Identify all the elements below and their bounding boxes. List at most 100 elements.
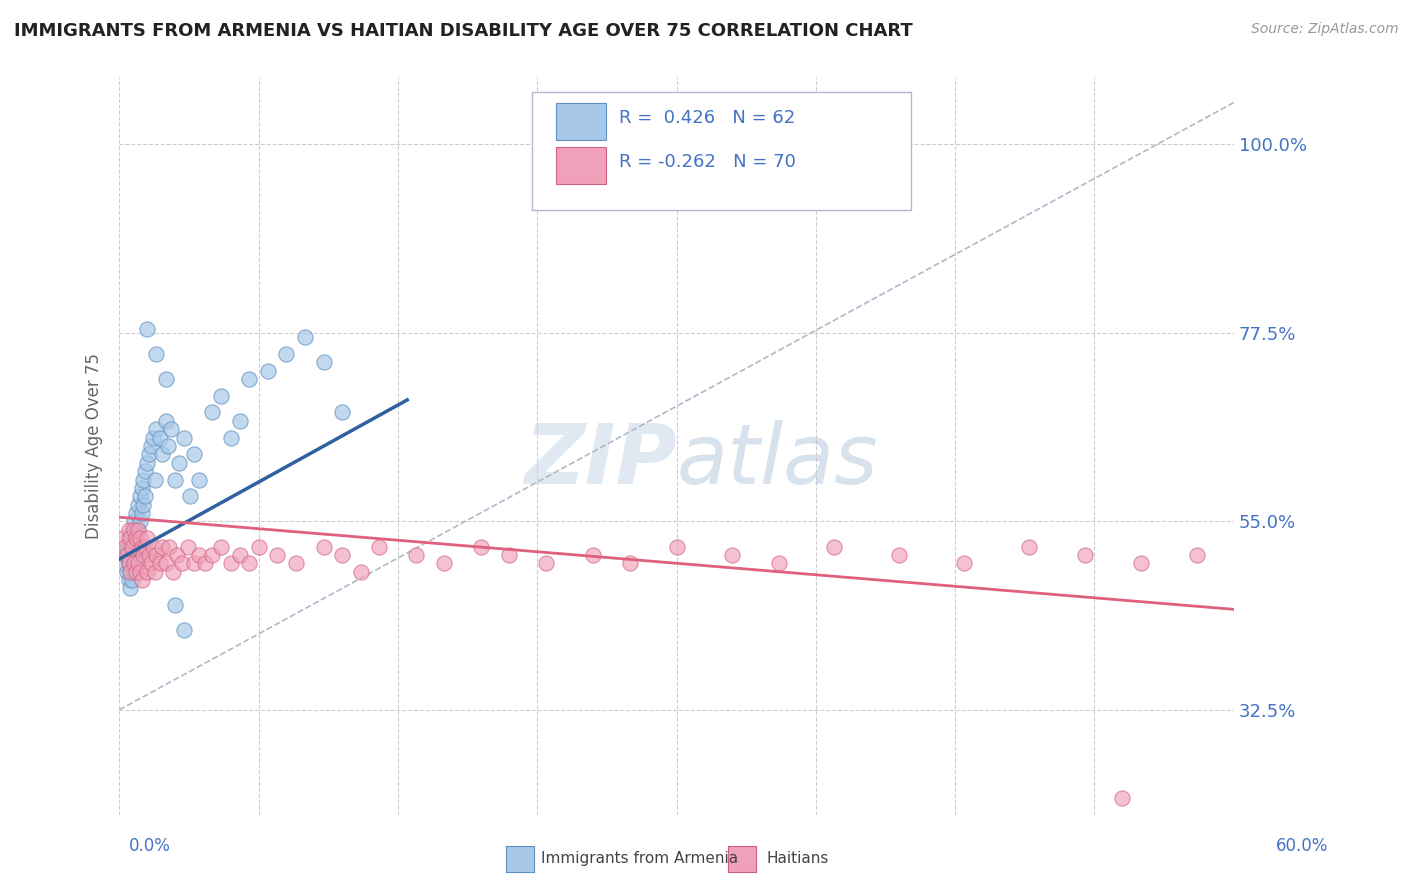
Point bbox=[122, 565, 145, 579]
Point bbox=[145, 548, 167, 562]
Point bbox=[145, 347, 167, 361]
Point bbox=[111, 556, 134, 570]
Point bbox=[1241, 540, 1264, 554]
Point bbox=[177, 540, 200, 554]
Point bbox=[183, 447, 205, 461]
Point bbox=[128, 531, 150, 545]
Point bbox=[142, 431, 165, 445]
Point bbox=[149, 556, 172, 570]
Point bbox=[665, 540, 688, 554]
Point bbox=[122, 540, 145, 554]
Point bbox=[134, 540, 156, 554]
Point bbox=[143, 565, 166, 579]
Point bbox=[131, 540, 153, 554]
Point bbox=[247, 540, 270, 554]
Text: ZIP: ZIP bbox=[524, 420, 676, 501]
Point bbox=[134, 489, 156, 503]
Point bbox=[209, 540, 232, 554]
Point bbox=[136, 456, 159, 470]
Point bbox=[134, 464, 156, 478]
Text: Source: ZipAtlas.com: Source: ZipAtlas.com bbox=[1251, 22, 1399, 37]
Point bbox=[111, 531, 134, 545]
Point bbox=[209, 389, 232, 403]
Point bbox=[155, 372, 177, 386]
Point bbox=[173, 624, 195, 638]
Point bbox=[136, 322, 159, 336]
Point bbox=[536, 556, 558, 570]
Point bbox=[1296, 556, 1319, 570]
Point bbox=[127, 548, 149, 562]
Point bbox=[163, 473, 186, 487]
Text: R = -0.262   N = 70: R = -0.262 N = 70 bbox=[619, 153, 796, 171]
Point bbox=[127, 523, 149, 537]
Point bbox=[120, 565, 142, 579]
FancyBboxPatch shape bbox=[557, 103, 606, 140]
Point bbox=[257, 363, 280, 377]
Point bbox=[122, 515, 145, 529]
Point bbox=[120, 582, 142, 596]
Point bbox=[294, 330, 316, 344]
Point bbox=[131, 506, 153, 520]
Text: IMMIGRANTS FROM ARMENIA VS HAITIAN DISABILITY AGE OVER 75 CORRELATION CHART: IMMIGRANTS FROM ARMENIA VS HAITIAN DISAB… bbox=[14, 22, 912, 40]
Point bbox=[132, 473, 155, 487]
Point bbox=[433, 556, 456, 570]
Point bbox=[889, 548, 911, 562]
Point bbox=[128, 515, 150, 529]
Point bbox=[1074, 548, 1097, 562]
Point bbox=[166, 548, 188, 562]
Point bbox=[132, 548, 155, 562]
Point bbox=[145, 422, 167, 436]
Y-axis label: Disability Age Over 75: Disability Age Over 75 bbox=[86, 353, 103, 539]
Point bbox=[120, 531, 142, 545]
Point bbox=[368, 540, 391, 554]
Point bbox=[121, 548, 143, 562]
Point bbox=[162, 565, 184, 579]
Point bbox=[163, 598, 186, 612]
Point bbox=[582, 548, 605, 562]
FancyBboxPatch shape bbox=[557, 147, 606, 185]
Point bbox=[122, 523, 145, 537]
Point bbox=[768, 556, 790, 570]
Point bbox=[131, 481, 153, 495]
Point bbox=[138, 548, 160, 562]
FancyBboxPatch shape bbox=[531, 92, 911, 211]
Point bbox=[136, 565, 159, 579]
Point bbox=[117, 556, 139, 570]
Point bbox=[149, 431, 172, 445]
Point bbox=[188, 473, 211, 487]
Point bbox=[219, 431, 242, 445]
Point bbox=[183, 556, 205, 570]
Point bbox=[312, 355, 335, 369]
Point bbox=[127, 523, 149, 537]
Point bbox=[498, 548, 520, 562]
Point bbox=[114, 540, 136, 554]
Point bbox=[120, 565, 142, 579]
Point bbox=[127, 498, 149, 512]
Point bbox=[350, 565, 373, 579]
Point bbox=[120, 540, 142, 554]
Point bbox=[330, 405, 353, 419]
Text: Haitians: Haitians bbox=[766, 852, 828, 866]
Point bbox=[139, 556, 162, 570]
Point bbox=[121, 573, 143, 587]
Point bbox=[131, 573, 153, 587]
Point bbox=[188, 548, 211, 562]
Point bbox=[150, 540, 173, 554]
Point bbox=[238, 372, 260, 386]
Point bbox=[229, 548, 252, 562]
Point bbox=[201, 548, 224, 562]
Text: Immigrants from Armenia: Immigrants from Armenia bbox=[541, 852, 738, 866]
Point bbox=[284, 556, 307, 570]
Point bbox=[266, 548, 288, 562]
Point bbox=[229, 414, 252, 428]
Point bbox=[159, 540, 181, 554]
Point bbox=[114, 548, 136, 562]
Point bbox=[121, 523, 143, 537]
Point bbox=[238, 556, 260, 570]
Point bbox=[128, 489, 150, 503]
Text: R =  0.426   N = 62: R = 0.426 N = 62 bbox=[619, 109, 794, 127]
Text: 60.0%: 60.0% bbox=[1277, 837, 1329, 855]
Point bbox=[201, 405, 224, 419]
Point bbox=[127, 556, 149, 570]
Point bbox=[619, 556, 641, 570]
